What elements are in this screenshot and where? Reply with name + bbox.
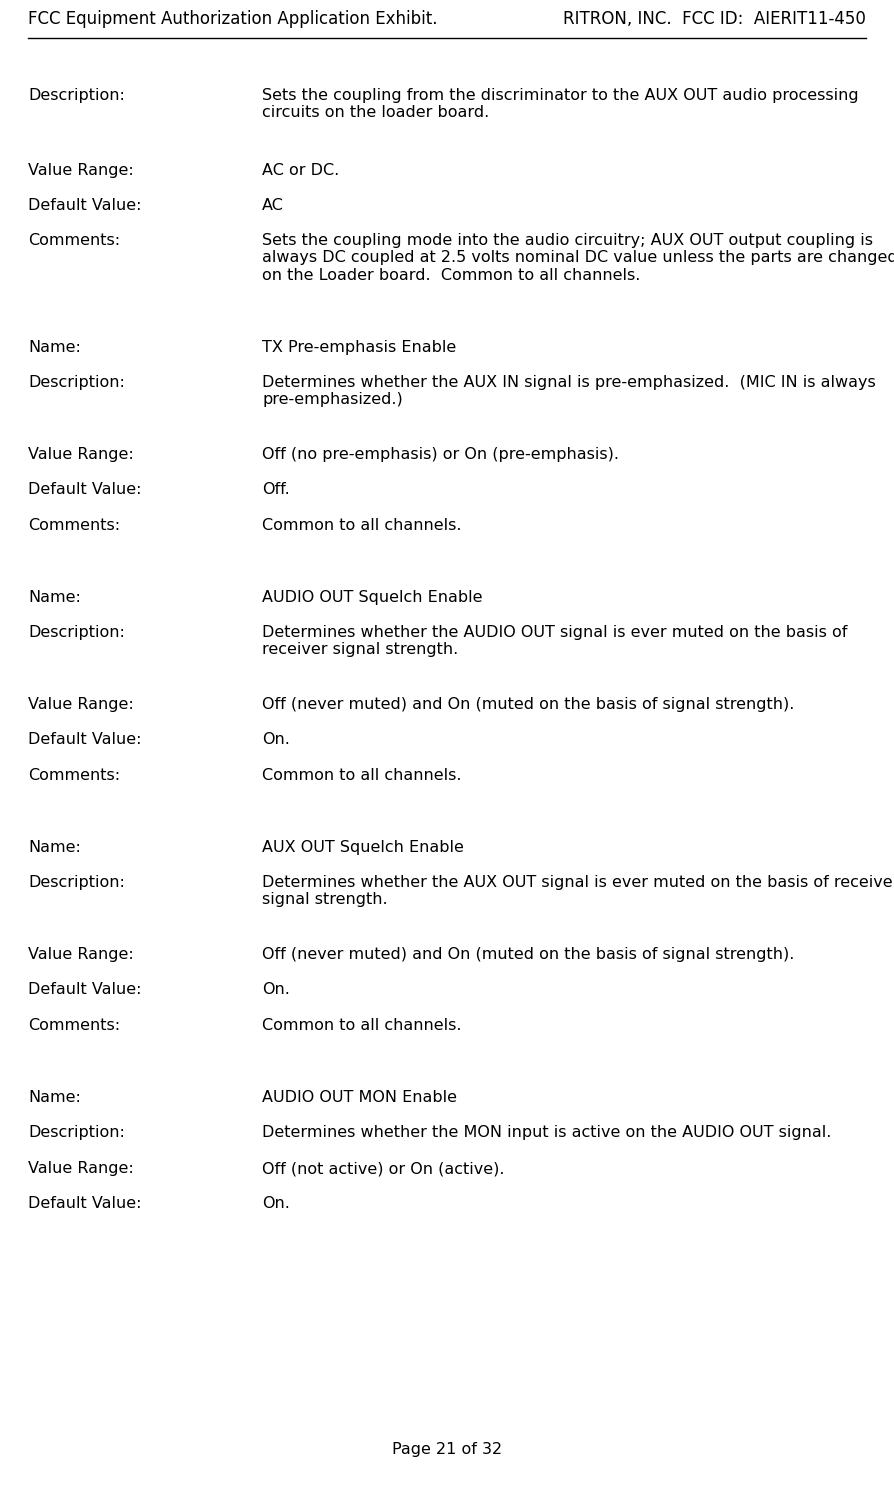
Text: Name:: Name: — [28, 590, 80, 605]
Text: On.: On. — [262, 982, 290, 997]
Text: AUDIO OUT Squelch Enable: AUDIO OUT Squelch Enable — [262, 590, 483, 605]
Text: Common to all channels.: Common to all channels. — [262, 768, 461, 783]
Text: AUDIO OUT MON Enable: AUDIO OUT MON Enable — [262, 1090, 457, 1105]
Text: Determines whether the AUDIO OUT signal is ever muted on the basis of
receiver s: Determines whether the AUDIO OUT signal … — [262, 626, 848, 657]
Text: Determines whether the MON input is active on the AUDIO OUT signal.: Determines whether the MON input is acti… — [262, 1126, 831, 1141]
Text: Description:: Description: — [28, 376, 125, 391]
Text: Off.: Off. — [262, 482, 290, 497]
Text: Name:: Name: — [28, 340, 80, 355]
Text: On.: On. — [262, 1196, 290, 1211]
Text: AC or DC.: AC or DC. — [262, 163, 339, 178]
Text: Off (never muted) and On (muted on the basis of signal strength).: Off (never muted) and On (muted on the b… — [262, 698, 795, 713]
Text: AUX OUT Squelch Enable: AUX OUT Squelch Enable — [262, 840, 464, 855]
Text: Off (never muted) and On (muted on the basis of signal strength).: Off (never muted) and On (muted on the b… — [262, 948, 795, 963]
Text: Comments:: Comments: — [28, 234, 120, 249]
Text: Description:: Description: — [28, 88, 125, 103]
Text: Name:: Name: — [28, 840, 80, 855]
Text: Name:: Name: — [28, 1090, 80, 1105]
Text: Default Value:: Default Value: — [28, 1196, 141, 1211]
Text: Default Value:: Default Value: — [28, 982, 141, 997]
Text: On.: On. — [262, 732, 290, 747]
Text: Description:: Description: — [28, 1126, 125, 1141]
Text: TX Pre-emphasis Enable: TX Pre-emphasis Enable — [262, 340, 456, 355]
Text: Comments:: Comments: — [28, 1018, 120, 1033]
Text: Value Range:: Value Range: — [28, 948, 134, 963]
Text: RITRON, INC.  FCC ID:  AIERIT11-450: RITRON, INC. FCC ID: AIERIT11-450 — [563, 10, 866, 28]
Text: Determines whether the AUX IN signal is pre-emphasized.  (MIC IN is always
pre-e: Determines whether the AUX IN signal is … — [262, 376, 876, 407]
Text: Comments:: Comments: — [28, 768, 120, 783]
Text: Description:: Description: — [28, 626, 125, 641]
Text: Page 21 of 32: Page 21 of 32 — [392, 1442, 502, 1457]
Text: Default Value:: Default Value: — [28, 732, 141, 747]
Text: Default Value:: Default Value: — [28, 198, 141, 213]
Text: Determines whether the AUX OUT signal is ever muted on the basis of receiver
sig: Determines whether the AUX OUT signal is… — [262, 876, 894, 907]
Text: FCC Equipment Authorization Application Exhibit.: FCC Equipment Authorization Application … — [28, 10, 437, 28]
Text: Off (not active) or On (active).: Off (not active) or On (active). — [262, 1162, 504, 1177]
Text: Value Range:: Value Range: — [28, 698, 134, 713]
Text: Off (no pre-emphasis) or On (pre-emphasis).: Off (no pre-emphasis) or On (pre-emphasi… — [262, 448, 619, 463]
Text: Common to all channels.: Common to all channels. — [262, 518, 461, 533]
Text: Value Range:: Value Range: — [28, 1162, 134, 1177]
Text: Comments:: Comments: — [28, 518, 120, 533]
Text: Value Range:: Value Range: — [28, 448, 134, 463]
Text: Value Range:: Value Range: — [28, 163, 134, 178]
Text: Description:: Description: — [28, 876, 125, 891]
Text: Common to all channels.: Common to all channels. — [262, 1018, 461, 1033]
Text: Default Value:: Default Value: — [28, 482, 141, 497]
Text: Sets the coupling mode into the audio circuitry; AUX OUT output coupling is
alwa: Sets the coupling mode into the audio ci… — [262, 234, 894, 283]
Text: AC: AC — [262, 198, 284, 213]
Text: Sets the coupling from the discriminator to the AUX OUT audio processing
circuit: Sets the coupling from the discriminator… — [262, 88, 858, 120]
